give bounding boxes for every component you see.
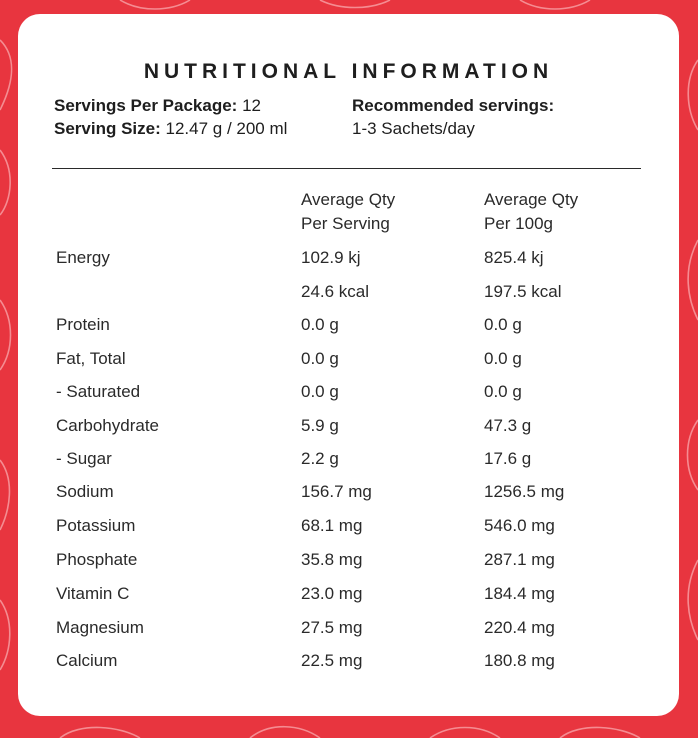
per-100g-value: 0.0 g	[484, 382, 522, 401]
per-100g-value: 197.5 kcal	[484, 282, 562, 301]
serving-size-value: 12.47 g / 200 ml	[165, 119, 288, 138]
per-serving-value: 5.9 g	[301, 416, 339, 435]
servings-value: 12	[242, 96, 261, 115]
per-100g-header-line1: Average Qty	[484, 190, 579, 209]
nutrient-name: - Sugar	[56, 449, 112, 468]
nutrient-name: Vitamin C	[56, 584, 130, 603]
per-serving-value: 23.0 mg	[301, 584, 363, 603]
nutrition-card: NUTRITIONAL INFORMATION Servings Per Pac…	[18, 14, 679, 716]
per-serving-value: 22.5 mg	[301, 651, 363, 670]
nutrient-name: Protein	[56, 315, 110, 334]
per-serving-header-line2: Per Serving	[301, 214, 390, 233]
per-serving-value: 35.8 mg	[301, 550, 363, 569]
nutrient-name: Potassium	[56, 516, 136, 535]
nutrient-name: Sodium	[56, 482, 114, 501]
per-100g-value: 220.4 mg	[484, 618, 555, 637]
per-100g-value: 1256.5 mg	[484, 482, 565, 501]
per-100g-value: 825.4 kj	[484, 248, 544, 267]
nutrient-name: - Saturated	[56, 382, 141, 401]
recommended-label: Recommended servings:	[352, 96, 555, 115]
serving-size-label: Serving Size:	[54, 119, 161, 138]
nutrient-name: Calcium	[56, 651, 118, 670]
per-serving-value: 2.2 g	[301, 449, 339, 468]
per-100g-value: 180.8 mg	[484, 651, 555, 670]
per-serving-value: 102.9 kj	[301, 248, 361, 267]
nutrient-name: Fat, Total	[56, 349, 126, 368]
per-serving-header: Average Qty Per Serving	[301, 188, 395, 236]
nutrient-name: Energy	[56, 248, 110, 267]
recommended-info: Recommended servings: 1-3 Sachets/day	[352, 94, 554, 140]
serving-size: Serving Size: 12.47 g / 200 ml	[54, 117, 287, 140]
per-100g-value: 0.0 g	[484, 315, 522, 334]
per-100g-value: 0.0 g	[484, 349, 522, 368]
nutrient-name: Carbohydrate	[56, 416, 160, 435]
serving-info: Servings Per Package: 12 Serving Size: 1…	[54, 94, 287, 140]
per-100g-value: 546.0 mg	[484, 516, 555, 535]
divider	[52, 168, 641, 169]
per-serving-value: 24.6 kcal	[301, 282, 370, 301]
per-100g-value: 184.4 mg	[484, 584, 555, 603]
per-100g-header-line2: Per 100g	[484, 214, 553, 233]
per-100g-value: 47.3 g	[484, 416, 532, 435]
nutrient-name: Magnesium	[56, 618, 144, 637]
per-100g-header: Average Qty Per 100g	[484, 188, 578, 236]
per-serving-value: 68.1 mg	[301, 516, 363, 535]
servings-label: Servings Per Package:	[54, 96, 238, 115]
per-serving-value: 156.7 mg	[301, 482, 372, 501]
per-serving-value: 0.0 g	[301, 315, 339, 334]
per-serving-header-line1: Average Qty	[301, 190, 396, 209]
page-title: NUTRITIONAL INFORMATION	[143, 60, 554, 83]
per-serving-value: 27.5 mg	[301, 618, 363, 637]
servings-per-package: Servings Per Package: 12	[54, 94, 287, 117]
per-100g-value: 287.1 mg	[484, 550, 555, 569]
recommended-value: 1-3 Sachets/day	[352, 119, 475, 138]
per-100g-value: 17.6 g	[484, 449, 532, 468]
nutrient-name: Phosphate	[56, 550, 138, 569]
per-serving-value: 0.0 g	[301, 349, 339, 368]
per-serving-value: 0.0 g	[301, 382, 339, 401]
